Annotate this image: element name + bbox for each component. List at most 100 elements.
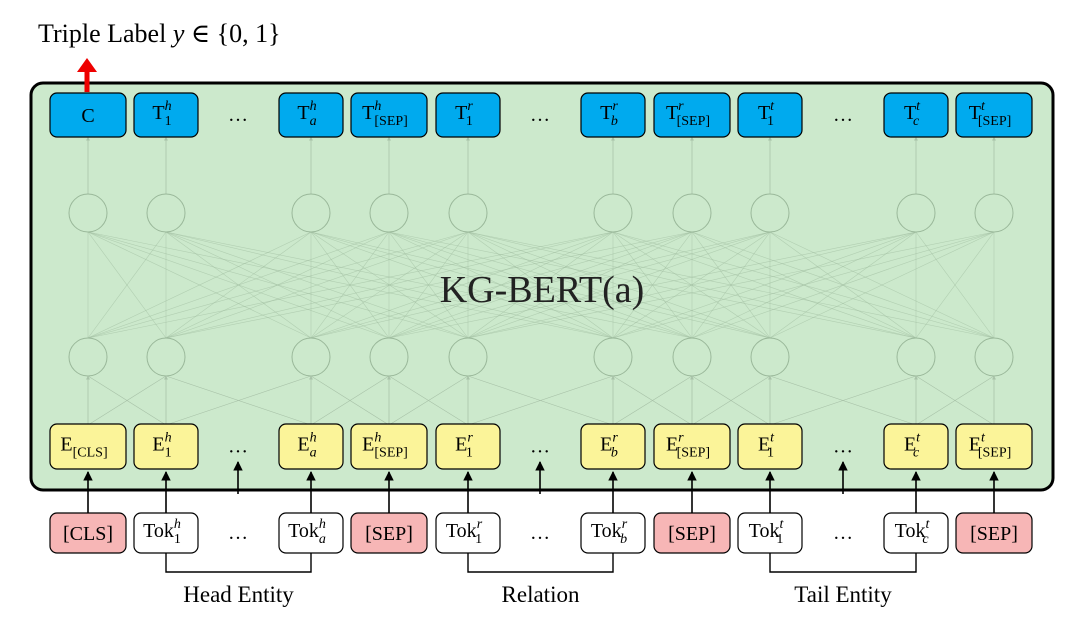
embedding-dots-h-ellipsis: … <box>228 436 248 458</box>
lower-node <box>896 337 936 377</box>
upper-node <box>593 193 633 233</box>
embedding-1r-box <box>435 423 501 470</box>
output-token-ah-sup: h <box>310 99 317 114</box>
output-token-cls-base: C <box>81 105 94 127</box>
embedding-1h-sup: h <box>165 431 172 446</box>
output-token-1t-label: Tt 1 <box>758 99 775 129</box>
output-token-sep-h-base: T <box>362 102 374 124</box>
head-entity-label: Head Entity <box>183 582 294 607</box>
embedding-sep-h-base: E <box>362 434 374 456</box>
output-token-1t-box <box>737 92 803 138</box>
input-token-1t-sub: 1 <box>776 532 783 547</box>
embedding-1r-sup: r <box>467 431 473 446</box>
output-token-ah-label: Th a <box>297 99 316 129</box>
embedding-ah-base: E <box>297 434 309 456</box>
output-token-1h-label: Th 1 <box>152 99 171 129</box>
output-token-br-label: Tr b <box>600 99 618 129</box>
output-token-row: C Th 1… Th a Th [SEP] Tr 1… Tr b Tr [SEP] Tt 1… Tt c Tt [S… <box>49 92 1033 138</box>
embedding-1h-label: Eh 1 <box>152 431 171 461</box>
output-token-1r-sub: 1 <box>466 114 473 129</box>
input-token-ct-sup: t <box>925 517 930 532</box>
embedding-ct-sub: c <box>913 446 920 461</box>
embedding-ct-box <box>883 423 949 470</box>
head-entity-bracket <box>165 553 312 573</box>
entity-groups: Head Entity Relation Tail Entity <box>165 553 917 607</box>
output-token-1r-label: Tr 1 <box>455 99 473 129</box>
input-token-sep-r-label: [SEP] <box>668 523 716 545</box>
embedding-sep-r-box <box>653 423 731 470</box>
upper-node <box>291 193 331 233</box>
input-token-sep-h-base: [SEP] <box>365 523 413 545</box>
title-prefix: Triple Label <box>38 19 173 48</box>
output-token-1r-box <box>435 92 501 138</box>
output-token-dots-t-ellipsis: … <box>833 104 853 126</box>
embedding-1t-sup: t <box>770 431 775 446</box>
output-token-1h-box <box>133 92 199 138</box>
upper-node <box>974 193 1014 233</box>
output-token-sep-r-label: Tr [SEP] <box>666 99 710 129</box>
input-token-1r-base: Tok <box>446 520 477 542</box>
input-token-br-base: Tok <box>591 520 622 542</box>
lower-node <box>448 337 488 377</box>
output-token-sep-r-base: T <box>666 102 678 124</box>
input-token-1t-base: Tok <box>749 520 780 542</box>
lower-node <box>593 337 633 377</box>
input-token-ah-sup: h <box>319 517 326 532</box>
output-token-sep-t-sub: [SEP] <box>978 114 1011 129</box>
output-token-ct-label: Tt c <box>904 99 921 129</box>
output-token-cls-box <box>49 92 127 138</box>
upper-node <box>146 193 186 233</box>
embedding-sep-t-box <box>955 423 1033 470</box>
embedding-br-label: Er b <box>600 431 618 461</box>
relation-bracket <box>467 553 614 573</box>
input-token-sep-t-label: [SEP] <box>970 523 1018 545</box>
input-token-sep-r-base: [SEP] <box>668 523 716 545</box>
embedding-sep-t-sub: [SEP] <box>978 446 1011 461</box>
upper-node <box>750 193 790 233</box>
output-token-sep-r-sup: r <box>678 99 684 114</box>
output-token-ct-sub: c <box>913 114 920 129</box>
embedding-ct-sup: t <box>916 431 921 446</box>
embedding-1r-sub: 1 <box>466 446 473 461</box>
output-token-sep-t-sup: t <box>981 99 986 114</box>
output-token-br-sup: r <box>612 99 618 114</box>
title-relation: ∈ {0, 1} <box>184 19 280 48</box>
input-token-sep-h-label: [SEP] <box>365 523 413 545</box>
model-label: KG-BERT(a) <box>440 269 645 311</box>
input-token-1r-sub: 1 <box>475 532 482 547</box>
output-token-br-base: T <box>600 102 612 124</box>
embedding-sep-r-sub: [SEP] <box>677 446 710 461</box>
output-token-1t-sup: t <box>770 99 775 114</box>
embedding-ah-sub: a <box>310 446 317 461</box>
output-token-sep-r-box <box>653 92 731 138</box>
input-token-sep-t-base: [SEP] <box>970 523 1018 545</box>
embedding-1t-base: E <box>758 434 770 456</box>
tail-entity-label: Tail Entity <box>794 582 892 607</box>
output-token-1r-sup: r <box>467 99 473 114</box>
output-token-sep-t-base: T <box>969 102 981 124</box>
output-token-1h-base: T <box>152 102 164 124</box>
output-token-1r-base: T <box>455 102 467 124</box>
embedding-ct-label: Et c <box>904 431 921 461</box>
embedding-br-base: E <box>600 434 612 456</box>
embedding-cls-label: E[CLS] <box>60 434 107 461</box>
upper-node <box>672 193 712 233</box>
embedding-1r-label: Er 1 <box>455 431 473 461</box>
input-token-ah-base: Tok <box>288 520 319 542</box>
input-token-br-sup: r <box>622 517 628 532</box>
embedding-sep-t-base: E <box>969 434 981 456</box>
lower-node <box>291 337 331 377</box>
embedding-1r-base: E <box>455 434 467 456</box>
output-token-1h-sup: h <box>165 99 172 114</box>
input-token-1h-base: Tok <box>143 520 174 542</box>
upper-node <box>448 193 488 233</box>
embedding-1h-box <box>133 423 199 470</box>
embedding-1t-sub: 1 <box>767 446 774 461</box>
lower-node <box>146 337 186 377</box>
input-token-br-sub: b <box>620 532 627 547</box>
relation-label: Relation <box>502 582 580 607</box>
output-token-cls-label: C <box>81 105 94 127</box>
output-token-ah-box <box>278 92 344 138</box>
embedding-sep-t-sup: t <box>981 431 986 446</box>
